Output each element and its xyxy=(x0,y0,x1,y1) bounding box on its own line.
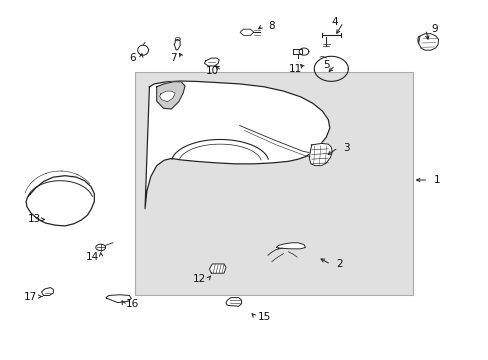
Text: 16: 16 xyxy=(125,299,139,309)
Text: 1: 1 xyxy=(433,175,440,185)
Text: 11: 11 xyxy=(288,64,302,74)
Text: 3: 3 xyxy=(343,143,349,153)
Text: 5: 5 xyxy=(323,60,329,70)
Polygon shape xyxy=(276,243,305,249)
Polygon shape xyxy=(293,49,302,54)
Bar xyxy=(135,72,412,295)
Polygon shape xyxy=(157,82,184,109)
Polygon shape xyxy=(209,264,225,273)
Polygon shape xyxy=(106,295,131,303)
Text: 4: 4 xyxy=(331,17,337,27)
Polygon shape xyxy=(41,288,53,296)
Text: 12: 12 xyxy=(193,274,206,284)
Text: 2: 2 xyxy=(336,259,342,269)
Text: 7: 7 xyxy=(170,53,177,63)
Polygon shape xyxy=(204,58,219,66)
Text: 8: 8 xyxy=(267,21,274,31)
Text: 6: 6 xyxy=(129,53,135,63)
Text: 10: 10 xyxy=(206,66,219,76)
Text: 13: 13 xyxy=(28,215,41,224)
Polygon shape xyxy=(159,91,175,102)
Polygon shape xyxy=(145,81,329,209)
Polygon shape xyxy=(225,298,241,306)
Text: 15: 15 xyxy=(257,312,270,322)
Polygon shape xyxy=(418,34,438,50)
Text: 17: 17 xyxy=(24,292,38,302)
Text: 14: 14 xyxy=(85,252,99,262)
Text: 9: 9 xyxy=(430,24,437,35)
Polygon shape xyxy=(309,143,331,166)
Polygon shape xyxy=(26,176,94,226)
Polygon shape xyxy=(240,29,253,35)
